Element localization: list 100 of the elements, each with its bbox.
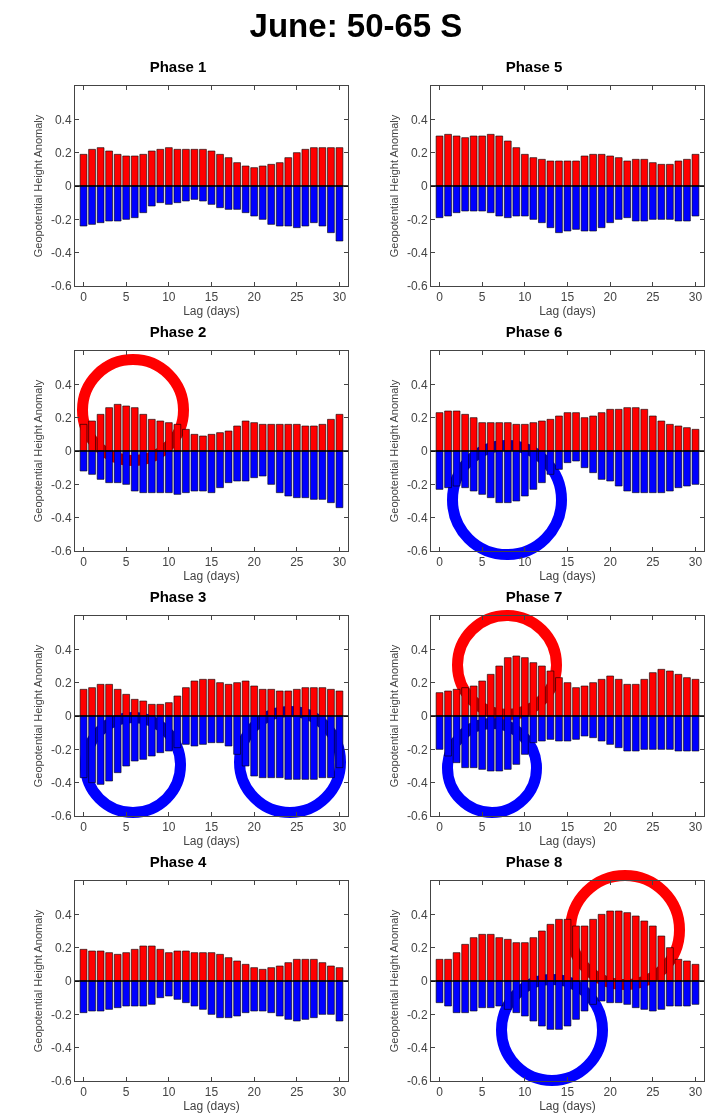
y-tick-label: 0 — [64, 179, 72, 194]
x-tick-label: 30 — [688, 1085, 703, 1100]
x-axis-title: Lag (days) — [183, 1099, 240, 1114]
x-tick-label: 5 — [122, 555, 130, 570]
y-tick-label: -0.2 — [406, 477, 428, 492]
x-tick-label: 10 — [518, 820, 532, 835]
x-tick-label: 10 — [162, 290, 176, 305]
x-tick-label: 30 — [332, 820, 347, 835]
y-tick-label: 0.2 — [410, 675, 428, 690]
chart-title: Phase 2 — [149, 322, 207, 340]
y-tick-label: -0.6 — [50, 809, 72, 824]
x-tick-label: 20 — [603, 290, 618, 305]
y-tick-label: -0.2 — [50, 212, 72, 227]
x-tick-label: 30 — [688, 555, 703, 570]
y-tick-label: 0 — [64, 974, 72, 989]
y-tick-label: -0.4 — [50, 775, 72, 790]
y-tick-label: -0.4 — [50, 245, 72, 260]
x-tick-label: 0 — [436, 555, 444, 570]
x-tick-label: 5 — [478, 290, 486, 305]
x-tick-label: 20 — [603, 1085, 618, 1100]
x-tick-label: 0 — [80, 555, 88, 570]
y-axis-title: Geopotential Height Anomaly — [31, 379, 44, 523]
y-tick-label: -0.6 — [406, 544, 428, 559]
y-tick-label: 0.2 — [54, 675, 72, 690]
x-tick-label: 25 — [290, 820, 304, 835]
x-tick-label: 30 — [332, 290, 347, 305]
x-tick-label: 20 — [603, 820, 618, 835]
y-tick-label: 0.4 — [410, 642, 428, 657]
y-tick-label: 0.4 — [54, 907, 72, 922]
x-tick-label: 15 — [560, 820, 575, 835]
x-tick-label: 15 — [204, 1085, 219, 1100]
y-tick-label: 0.4 — [54, 642, 72, 657]
x-tick-label: 10 — [162, 1085, 176, 1100]
y-tick-label: -0.6 — [50, 1074, 72, 1089]
x-axis-title: Lag (days) — [183, 834, 240, 849]
y-tick-label: 0 — [64, 709, 72, 724]
y-tick-label: 0.2 — [410, 145, 428, 160]
x-tick-label: 25 — [646, 555, 660, 570]
x-tick-label: 0 — [436, 820, 444, 835]
x-tick-label: 10 — [162, 555, 176, 570]
y-tick-label: 0 — [420, 179, 428, 194]
x-tick-label: 10 — [518, 555, 532, 570]
chart-title: Phase 4 — [149, 852, 207, 870]
x-tick-label: 0 — [80, 290, 88, 305]
y-tick-label: -0.4 — [50, 1040, 72, 1055]
y-tick-label: -0.2 — [406, 742, 428, 757]
x-tick-label: 25 — [290, 1085, 304, 1100]
y-tick-label: 0 — [420, 709, 428, 724]
x-tick-label: 25 — [646, 820, 660, 835]
x-tick-label: 30 — [332, 555, 347, 570]
y-axis-title: Geopotential Height Anomaly — [387, 909, 400, 1053]
y-axis-title: Geopotential Height Anomaly — [31, 644, 44, 788]
x-tick-label: 25 — [290, 555, 304, 570]
x-tick-label: 25 — [646, 290, 660, 305]
y-tick-label: -0.4 — [406, 245, 428, 260]
y-tick-label: -0.2 — [406, 212, 428, 227]
x-tick-label: 20 — [247, 1085, 262, 1100]
x-tick-label: 5 — [122, 820, 130, 835]
y-tick-label: -0.6 — [406, 1074, 428, 1089]
y-tick-label: -0.2 — [50, 742, 72, 757]
x-tick-label: 15 — [560, 555, 575, 570]
y-tick-label: -0.6 — [406, 279, 428, 294]
chart-title: Phase 5 — [505, 57, 563, 75]
y-axis-title: Geopotential Height Anomaly — [387, 379, 400, 523]
y-tick-label: 0 — [64, 444, 72, 459]
y-tick-label: -0.4 — [50, 510, 72, 525]
x-tick-label: 5 — [478, 820, 486, 835]
y-axis-title: Geopotential Height Anomaly — [387, 114, 400, 258]
x-tick-label: 10 — [518, 290, 532, 305]
x-axis-title: Lag (days) — [539, 834, 596, 849]
y-tick-label: 0.4 — [54, 377, 72, 392]
x-tick-label: 0 — [80, 1085, 88, 1100]
x-tick-label: 30 — [688, 290, 703, 305]
x-tick-label: 5 — [478, 555, 486, 570]
x-tick-label: 20 — [603, 555, 618, 570]
x-tick-label: 20 — [247, 290, 262, 305]
y-tick-label: 0.4 — [410, 112, 428, 127]
x-tick-label: 25 — [646, 1085, 660, 1100]
x-tick-label: 5 — [478, 1085, 486, 1100]
y-tick-label: 0.4 — [54, 112, 72, 127]
x-tick-label: 30 — [332, 1085, 347, 1100]
y-tick-label: -0.2 — [406, 1007, 428, 1022]
x-tick-label: 15 — [204, 820, 219, 835]
x-axis-title: Lag (days) — [539, 569, 596, 584]
x-tick-label: 20 — [247, 555, 262, 570]
y-tick-label: -0.2 — [50, 477, 72, 492]
y-tick-label: -0.4 — [406, 1040, 428, 1055]
chart-title: Phase 6 — [505, 322, 563, 340]
y-tick-label: 0.2 — [410, 410, 428, 425]
x-tick-label: 15 — [560, 290, 575, 305]
x-axis-title: Lag (days) — [183, 569, 240, 584]
y-tick-label: 0 — [420, 974, 428, 989]
x-tick-label: 0 — [436, 290, 444, 305]
y-tick-label: -0.4 — [406, 775, 428, 790]
y-tick-label: 0.2 — [54, 410, 72, 425]
chart-title: Phase 7 — [505, 587, 563, 605]
x-tick-label: 15 — [204, 555, 219, 570]
y-tick-label: -0.6 — [50, 544, 72, 559]
x-tick-label: 0 — [436, 1085, 444, 1100]
x-tick-label: 5 — [122, 290, 130, 305]
